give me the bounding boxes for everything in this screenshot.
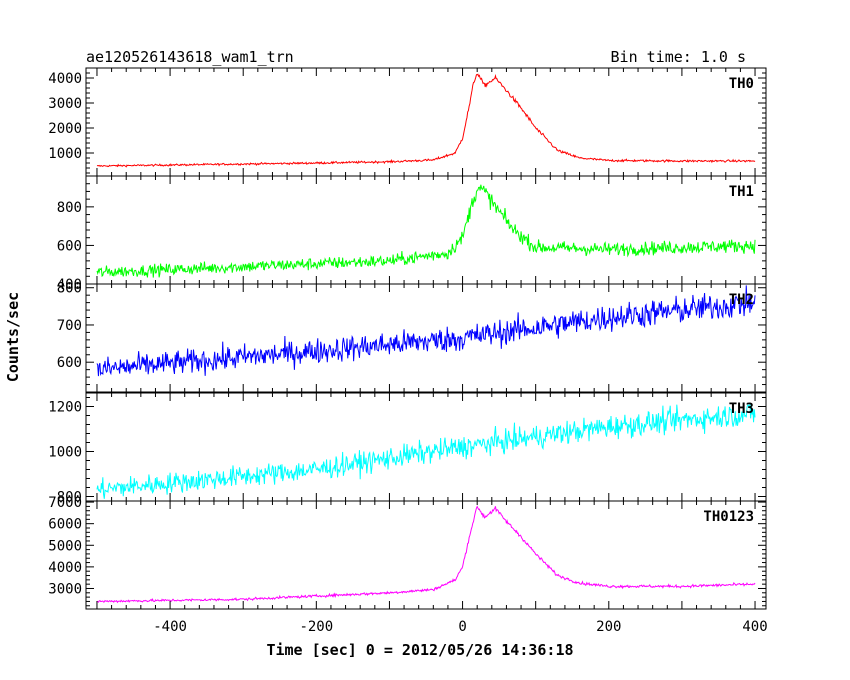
y-tick-label: 5000 [48, 538, 82, 554]
panel-label-th0: TH0 [729, 76, 754, 92]
x-tick-label: 0 [458, 619, 466, 635]
y-tick-label: 800 [57, 281, 82, 297]
series-line-th3 [96, 404, 756, 499]
panel-frame [85, 500, 767, 610]
x-tick-label: 400 [742, 619, 767, 635]
y-tick-label: 4000 [48, 560, 82, 576]
y-tick-label: 1000 [48, 445, 82, 461]
panel-th0123: 3000 4000 5000 6000 7000 TH0123 [48, 495, 767, 610]
y-tick-label: 400 [57, 277, 82, 293]
y-tick-label: 600 [57, 238, 82, 254]
y-axis-label: Counts/sec [4, 292, 22, 382]
y-tick-label: 700 [57, 318, 82, 334]
series-line-th0 [96, 73, 756, 168]
y-tick-label: 600 [57, 355, 82, 371]
panel-label-th1: TH1 [729, 184, 754, 200]
panel-label-th3: TH3 [729, 401, 754, 417]
panel-label-th0123: TH0123 [703, 509, 754, 525]
x-axis: -400 -200 0 200 400 [153, 619, 767, 635]
panels-group: 1000 2000 3000 4000 TH0 400 600 800 TH1 600 700 800… [48, 67, 767, 610]
y-tick-label: 2000 [48, 121, 82, 137]
series-line-th2 [96, 285, 756, 377]
y-tick-label: 1200 [48, 400, 82, 416]
panel-th2: 600 700 800 TH2 [57, 281, 767, 393]
panel-th3: 800 1000 1200 TH3 [48, 392, 767, 506]
x-tick-label: -200 [299, 619, 333, 635]
y-tick-label: 1000 [48, 146, 82, 162]
x-tick-label: 200 [596, 619, 621, 635]
y-tick-label: 800 [57, 200, 82, 216]
y-tick-label: 4000 [48, 71, 82, 87]
y-tick-label: 3000 [48, 581, 82, 597]
panel-th1: 400 600 800 TH1 [57, 175, 767, 293]
y-tick-label: 3000 [48, 96, 82, 112]
panel-th0: 1000 2000 3000 4000 TH0 [48, 67, 767, 177]
chart-title: ae120526143618_wam1_trn [86, 48, 294, 66]
panel-label-th2: TH2 [729, 292, 754, 308]
series-line-th1 [96, 184, 756, 278]
y-tick-label: 6000 [48, 517, 82, 533]
y-tick-label: 800 [57, 490, 82, 506]
x-tick-label: -400 [153, 619, 187, 635]
panel-frame [85, 283, 767, 393]
series-line-th0123 [96, 505, 756, 604]
bin-time-label: Bin time: 1.0 s [611, 48, 746, 66]
x-axis-label: Time [sec] 0 = 2012/05/26 14:36:18 [266, 641, 573, 659]
y-tick-label: 7000 [48, 495, 82, 511]
panel-frame [85, 392, 767, 502]
